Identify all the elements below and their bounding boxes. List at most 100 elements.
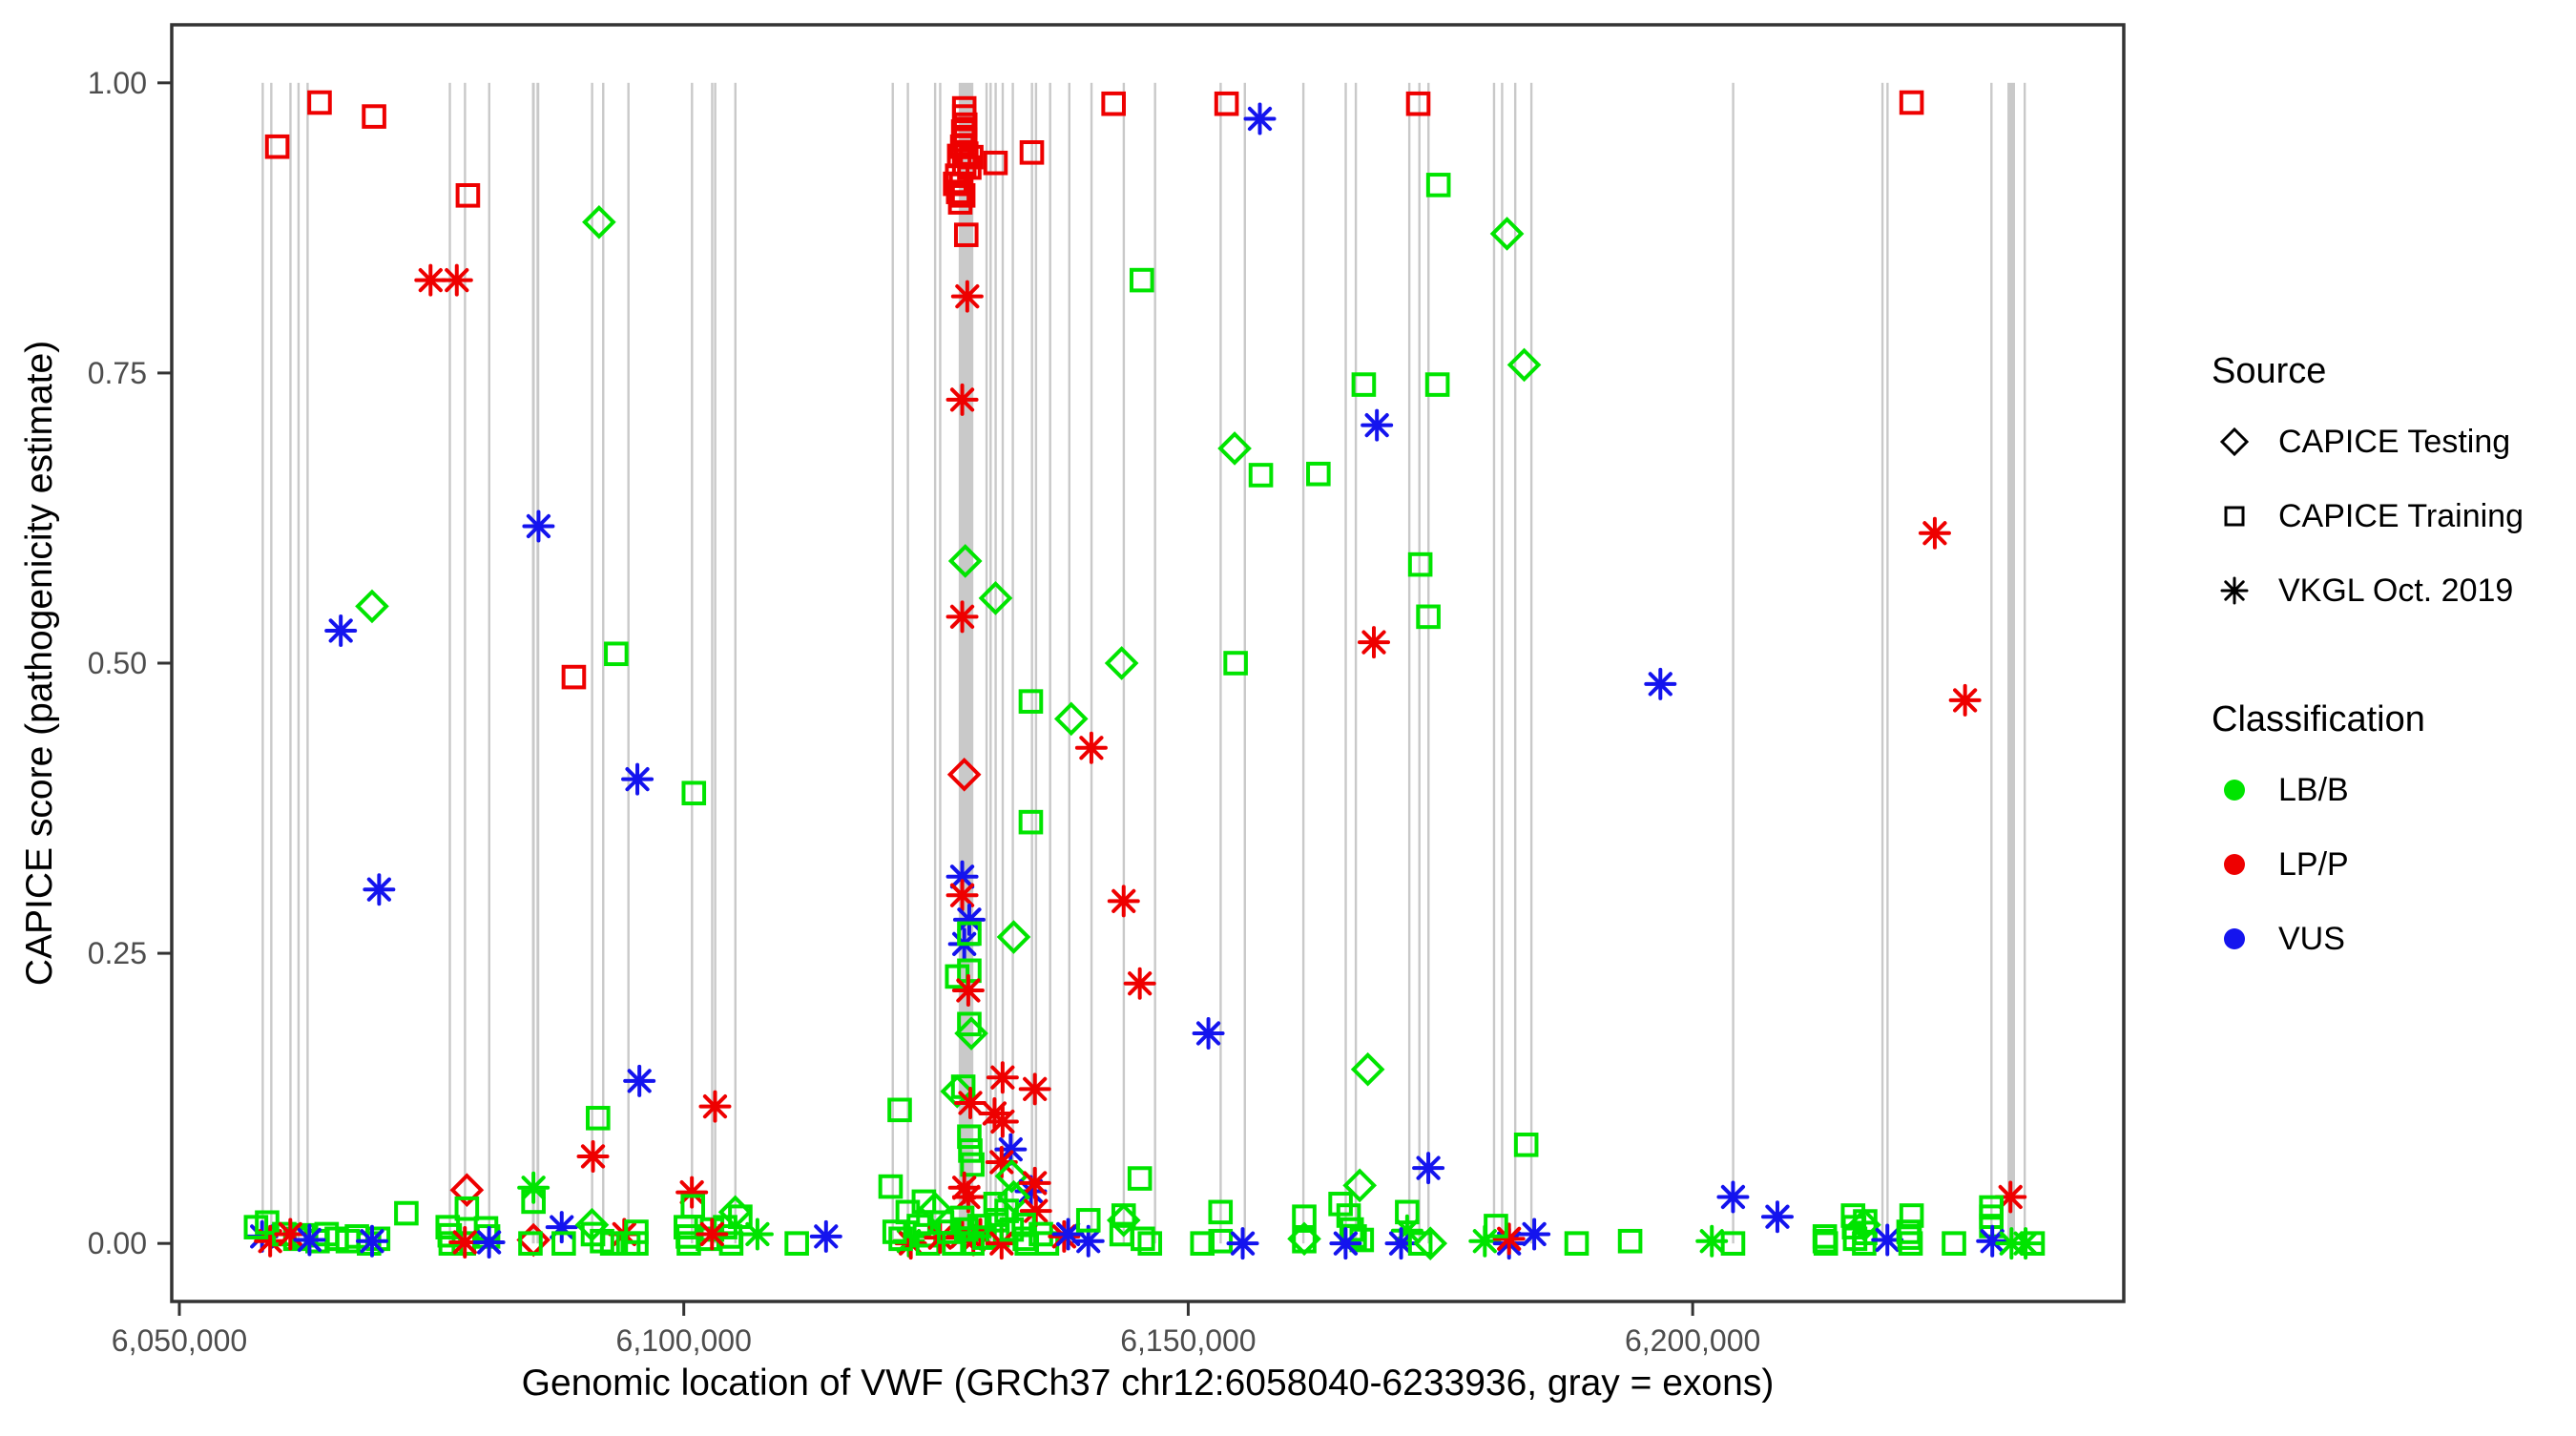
data-point [455,183,481,208]
data-point [728,1204,753,1230]
data-point [551,1231,576,1256]
x-tick-label: 6,150,000 [1120,1323,1256,1358]
data-point [1101,91,1126,116]
data-point [1226,1227,1259,1260]
data-point [947,544,983,578]
data-point [454,1196,480,1221]
data-point [1416,604,1441,630]
data-point [518,1231,543,1256]
data-point [1976,1224,2009,1258]
dot-icon [2212,916,2257,962]
data-point [947,1171,981,1204]
data-point [983,150,1008,176]
exon-line [994,82,997,1244]
exon-line [1501,82,1504,1244]
data-point [1564,1231,1589,1256]
dot-icon [2224,928,2245,949]
data-point [951,974,985,1008]
legend-item-classification-lp-p: LP/P [2212,842,2524,887]
dot-icon [2224,780,2245,801]
data-point [1513,1132,1539,1157]
data-point [1351,372,1377,397]
data-point [624,1231,649,1256]
exon-line [627,82,630,1244]
exon-line [1001,82,1005,1244]
data-point [1350,1051,1385,1087]
data-point [882,1219,907,1244]
exon-line [1886,82,1889,1244]
data-point [1342,1168,1378,1203]
data-point [945,600,979,634]
exon-line [1030,82,1033,1244]
legend-item-source-capice-training: CAPICE Training [2212,493,2524,539]
data-point [986,1105,1019,1138]
data-point [1492,1222,1526,1256]
data-point [1813,1231,1839,1256]
data-point [952,127,978,153]
exon-line [1122,82,1126,1244]
data-point [1518,1217,1551,1251]
data-point [1948,683,1982,717]
data-point [1129,267,1154,293]
exon-line [691,82,694,1244]
data-point [586,1106,611,1131]
y-axis-title: CAPICE score (pathogenicity estimate) [19,340,60,987]
data-point [1208,1228,1234,1254]
data-point [1760,1200,1794,1234]
data-point [1489,217,1525,251]
data-point [1413,1226,1448,1261]
data-point [958,1138,983,1163]
x-tick-label: 6,100,000 [616,1323,752,1358]
data-point [599,1231,625,1256]
data-point [472,1225,506,1259]
data-point [1131,1226,1155,1252]
exon-line [536,82,540,1244]
exon-line [711,82,714,1244]
data-point [1208,1199,1234,1225]
x-axis-title: Genomic location of VWF (GRCh37 chr12:60… [521,1363,1775,1404]
data-point [945,879,979,912]
diamond-icon [2212,419,2257,465]
exon-line [989,82,992,1244]
exon-line [906,82,909,1244]
y-tick-label: 0.75 [88,356,147,390]
data-point [1361,408,1394,442]
data-point [435,1215,461,1239]
data-point [1412,1152,1445,1185]
exon-line [1354,82,1358,1244]
data-point [1405,91,1431,116]
exon-line [2007,82,2015,1244]
data-point [1918,516,1951,550]
exon-line [933,82,937,1244]
diamond-icon [2219,427,2250,457]
data-point [957,1011,982,1037]
exon-line [306,82,309,1244]
data-point [324,614,358,647]
y-tick-label: 0.50 [88,646,147,680]
data-point [1716,1180,1750,1214]
data-point [621,762,654,796]
data-point [681,780,707,806]
exon-line [939,82,942,1244]
data-point [1243,102,1277,135]
data-point [1127,1166,1153,1191]
data-point [1898,1231,1923,1256]
x-tick-label: 6,050,000 [112,1323,247,1358]
data-point [1292,1204,1317,1230]
exon-line [1529,82,1533,1244]
exon-line [297,82,301,1244]
data-point [953,1217,979,1242]
y-tick-label: 1.00 [88,66,147,100]
exon-line [1732,82,1735,1244]
y-tick-label: 0.25 [88,936,147,970]
data-point [448,1225,482,1259]
data-point [996,1179,1031,1215]
exon-line [289,82,292,1244]
data-point [1019,140,1045,165]
data-point [950,183,976,208]
exon-line [1301,82,1305,1244]
data-point [394,1200,419,1226]
data-point [1214,91,1239,116]
